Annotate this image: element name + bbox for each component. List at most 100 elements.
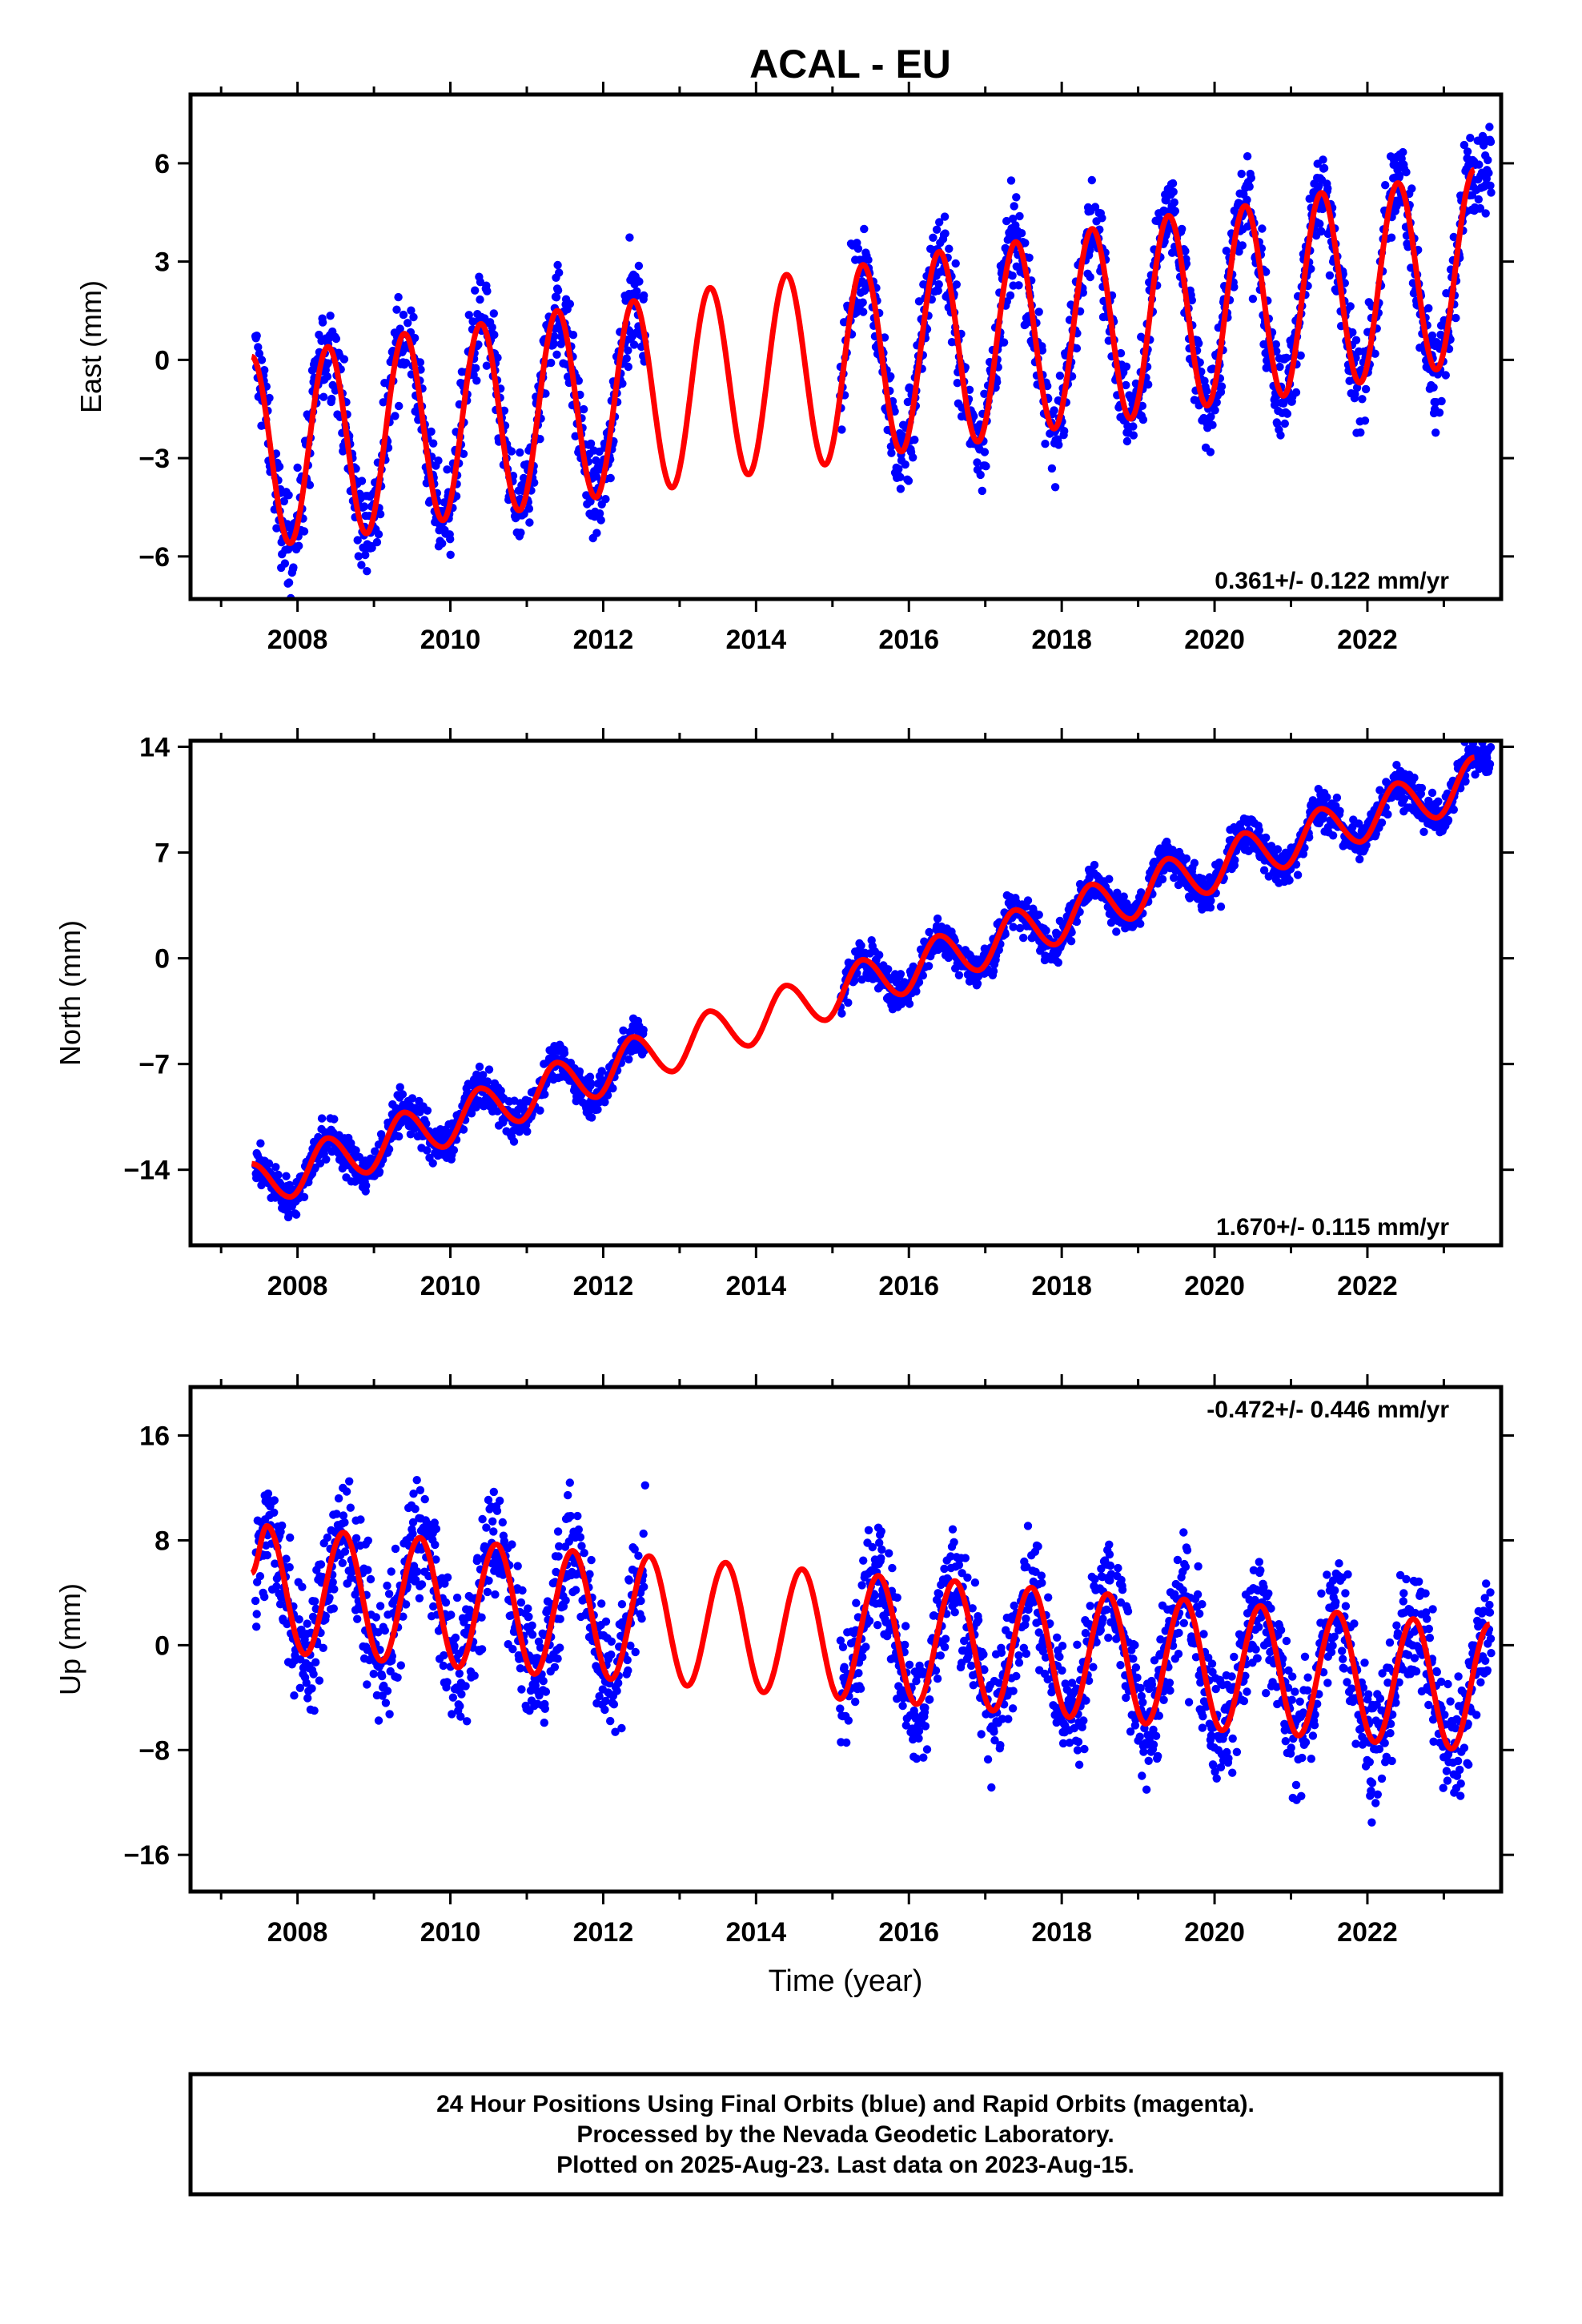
up-data-point: [252, 1622, 261, 1631]
north-data-point: [1158, 875, 1167, 884]
east-data-point: [1356, 428, 1365, 437]
east-data-point: [395, 401, 404, 411]
north-data-point: [1001, 930, 1010, 939]
up-data-point: [393, 1673, 402, 1682]
east-data-point: [1187, 296, 1197, 305]
up-data-point: [539, 1676, 548, 1686]
up-data-point: [477, 1645, 487, 1654]
east-data-point: [1129, 422, 1138, 431]
east-data-point: [429, 439, 438, 448]
up-data-point: [508, 1645, 517, 1654]
up-data-point: [429, 1602, 438, 1611]
up-data-point: [553, 1655, 562, 1663]
north-data-point: [1399, 794, 1409, 803]
east-x-tick-label: 2014: [726, 625, 787, 655]
up-data-point: [396, 1661, 405, 1670]
east-data-point: [1055, 372, 1065, 380]
up-data-point: [384, 1590, 394, 1598]
north-panel: 2008 2010 2012 2014 2016 2018 2020 20221470−7−1…: [54, 728, 1514, 1301]
up-data-point: [448, 1693, 458, 1702]
chart-title: ACAL - EU: [749, 42, 951, 86]
north-data-point: [423, 1146, 432, 1155]
east-data-point: [1352, 383, 1362, 392]
north-data-point: [398, 1090, 408, 1099]
up-data-point: [564, 1490, 572, 1500]
east-data-point: [1122, 436, 1132, 446]
east-data-point: [524, 505, 534, 513]
north-data-point: [560, 1048, 569, 1058]
north-data-point: [639, 1025, 648, 1035]
up-data-point: [553, 1527, 563, 1536]
north-data-point: [603, 1091, 612, 1100]
east-data-point: [1169, 187, 1178, 196]
north-x-tick-label: 2014: [726, 1271, 787, 1301]
north-y-tick-label: −7: [139, 1050, 170, 1080]
north-data-point: [322, 1155, 331, 1164]
north-x-tick-label: 2020: [1184, 1271, 1245, 1301]
east-data-point: [1034, 308, 1043, 316]
east-data-point: [1323, 184, 1332, 193]
east-data-point: [1122, 380, 1130, 390]
up-data-point: [290, 1691, 299, 1700]
east-data-point: [446, 550, 455, 559]
east-data-point: [553, 286, 563, 295]
north-data-point: [396, 1083, 404, 1092]
east-data-point: [1025, 253, 1034, 262]
north-data-point: [408, 1094, 417, 1103]
east-y-tick-label: −6: [139, 542, 170, 573]
up-data-point: [496, 1496, 504, 1506]
up-data-point: [488, 1517, 497, 1526]
east-data-point: [394, 292, 403, 302]
east-x-tick-label: 2012: [573, 625, 634, 655]
north-data-point: [317, 1114, 327, 1123]
east-data-point: [1138, 415, 1148, 424]
up-data-point: [524, 1612, 533, 1622]
east-data-point: [1485, 123, 1494, 131]
east-data-point: [1168, 179, 1178, 188]
east-data-point: [1319, 163, 1329, 173]
up-data-point: [574, 1525, 583, 1534]
north-data-point: [1355, 854, 1364, 864]
east-data-point: [1178, 224, 1186, 234]
east-data-point: [392, 305, 401, 314]
up-data-point: [251, 1596, 260, 1606]
up-data-point: [375, 1602, 385, 1610]
north-data-point: [850, 976, 859, 985]
up-x-tick-label: 2008: [267, 1917, 328, 1948]
east-data-point: [904, 476, 913, 485]
up-x-tick-label: 2018: [1031, 1917, 1092, 1948]
up-data-point: [385, 1710, 394, 1719]
east-data-point: [1291, 388, 1301, 397]
east-data-point: [331, 334, 341, 344]
east-data-point: [489, 309, 498, 318]
east-model-line: [249, 167, 1477, 546]
east-data-point: [254, 343, 263, 352]
north-data-point: [1410, 774, 1419, 782]
north-data-point: [1273, 845, 1283, 854]
east-data-point: [1317, 227, 1326, 236]
east-data-point: [255, 349, 264, 358]
east-data-point: [1484, 155, 1492, 165]
north-data-point: [1417, 783, 1427, 793]
east-data-point: [1424, 304, 1433, 313]
east-data-point: [1122, 362, 1131, 371]
up-data-point: [517, 1685, 526, 1694]
east-data-point: [372, 537, 382, 547]
east-data-point: [459, 449, 468, 458]
north-data-point: [362, 1181, 371, 1190]
east-data-point: [858, 298, 867, 307]
east-data-point: [993, 377, 1002, 387]
east-data-point: [549, 339, 559, 348]
east-data-point: [1280, 419, 1290, 428]
east-data-point: [1487, 188, 1496, 197]
north-data-point: [291, 1210, 301, 1219]
up-data-point: [452, 1593, 462, 1602]
north-data-point: [479, 1071, 488, 1080]
east-data-point: [901, 460, 909, 469]
east-data-point: [945, 244, 954, 253]
east-data-point: [552, 293, 561, 302]
east-data-point: [1262, 267, 1271, 276]
east-data-point: [634, 261, 644, 271]
